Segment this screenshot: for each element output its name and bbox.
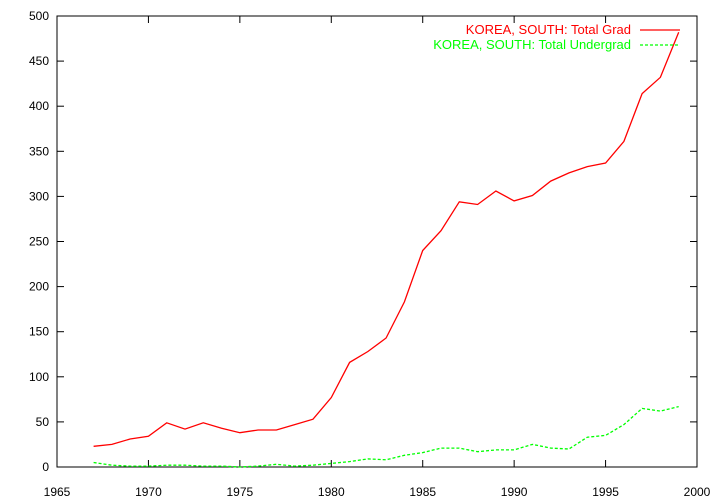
y-tick-label: 50 xyxy=(36,415,50,429)
y-tick-label: 0 xyxy=(42,460,49,474)
x-tick-label: 1970 xyxy=(135,485,162,499)
y-tick-label: 100 xyxy=(29,370,49,384)
y-tick-label: 300 xyxy=(29,189,49,203)
y-tick-label: 200 xyxy=(29,280,49,294)
x-tick-label: 2000 xyxy=(684,485,711,499)
axis-ticks: 0 50 100 150 200 250 300 350 400 450 500 1965 1970 19… xyxy=(29,9,711,499)
series-line-2 xyxy=(93,405,679,468)
plot-frame xyxy=(56,15,698,468)
x-tick-label: 1985 xyxy=(409,485,436,499)
y-tick-label: 400 xyxy=(29,99,49,113)
y-tick-label: 150 xyxy=(29,325,49,339)
x-tick-label: 1995 xyxy=(592,485,619,499)
x-tick-label: 1980 xyxy=(318,485,345,499)
x-tick-label: 1975 xyxy=(227,485,254,499)
series-line-1 xyxy=(93,31,680,447)
series-lines xyxy=(93,31,680,468)
y-tick-label: 350 xyxy=(29,144,49,158)
y-tick-label: 450 xyxy=(29,54,49,68)
y-tick-label: 250 xyxy=(29,235,49,249)
legend-label: KOREA, SOUTH: Total Grad xyxy=(466,22,631,37)
x-tick-label: 1965 xyxy=(44,485,71,499)
y-tick-label: 500 xyxy=(29,9,49,23)
x-tick-label: 1990 xyxy=(501,485,528,499)
legend-label: KOREA, SOUTH: Total Undergrad xyxy=(433,37,631,52)
